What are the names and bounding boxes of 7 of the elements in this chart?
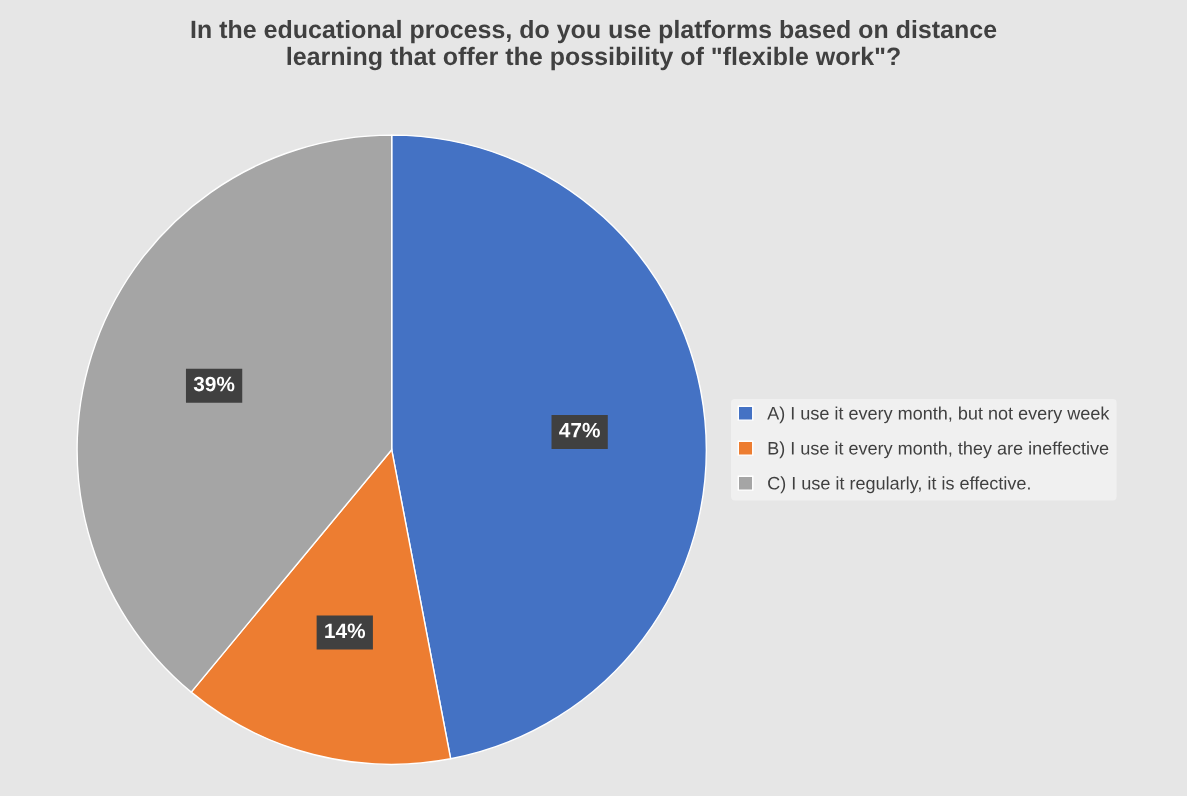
data-label: 39% <box>193 376 235 392</box>
data-label: 14% <box>325 623 366 639</box>
legend-label: B) I use it every month, they are ineffective <box>768 441 1109 459</box>
data-label: 47% <box>559 422 600 438</box>
legend-label: C) I use it regularly, it is effective. <box>768 476 1030 494</box>
legend-label: A) I use it every month, but not every week <box>767 406 1110 424</box>
chart-title: In the educational process, do you use platforms based on distance learning that offer the possibility of "flexible work"? <box>191 19 997 71</box>
